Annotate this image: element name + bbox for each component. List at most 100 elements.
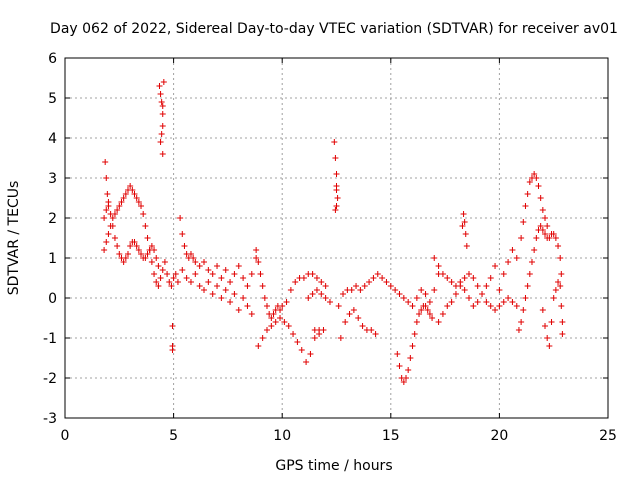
data-point [418,307,425,313]
data-point [111,235,118,241]
y-axis-ticks: 6 5 4 3 2 1 0 -1 -2 -3 [43,51,608,427]
data-point [164,271,171,277]
data-point [133,243,140,249]
data-point [552,235,559,241]
data-point [422,291,429,297]
data-point [487,275,494,281]
data-point [400,379,407,385]
data-point [348,287,355,293]
data-point [118,199,125,205]
data-point [496,287,503,293]
data-point [151,247,158,253]
data-point [303,359,310,365]
data-point [537,223,544,229]
data-point [555,279,562,285]
data-point [515,327,522,333]
data-point [209,271,216,277]
data-point [283,299,290,305]
data-point [268,323,275,329]
data-point [196,263,203,269]
data-point [557,283,564,289]
data-point [142,223,149,229]
data-point [179,231,186,237]
data-point [127,243,134,249]
data-point [439,311,446,317]
data-point [505,259,512,265]
data-point [463,243,470,249]
data-point [359,323,366,329]
data-point [372,331,379,337]
data-point [279,303,286,309]
data-point [231,271,238,277]
data-point [465,295,472,301]
data-point [350,307,357,313]
y-tick-label: -3 [43,411,57,427]
data-point [318,279,325,285]
data-point [531,171,538,177]
data-point [539,207,546,213]
data-point [192,259,199,265]
data-point [240,295,247,301]
data-point [522,203,529,209]
data-point [190,255,197,261]
data-point [322,283,329,289]
data-point [370,275,377,281]
data-point [439,271,446,277]
data-point [174,279,181,285]
data-point [313,275,320,281]
data-point [318,291,325,297]
data-point [159,123,166,129]
data-point [122,191,129,197]
data-point [235,307,242,313]
data-point [513,255,520,261]
data-point [483,283,490,289]
data-point [105,199,112,205]
data-point [244,303,251,309]
data-point [209,291,216,297]
data-point [361,283,368,289]
data-point [114,207,121,213]
data-point [157,139,164,145]
data-point [462,231,469,237]
data-point [259,335,266,341]
data-point [151,271,158,277]
data-point [166,279,173,285]
data-point [218,295,225,301]
data-point [135,199,142,205]
data-point [470,303,477,309]
y-tick-label: 4 [48,131,57,147]
data-point [332,155,339,161]
data-point [201,287,208,293]
data-point [542,215,549,221]
y-tick-label: 2 [48,211,57,227]
data-point [333,203,340,209]
data-point [448,299,455,305]
data-point [500,271,507,277]
data-point [294,339,301,345]
data-point [379,275,386,281]
data-point [218,275,225,281]
data-point [138,203,145,209]
y-tick-label: -2 [43,371,57,387]
data-point [105,231,112,237]
data-point [531,247,538,253]
data-point [542,323,549,329]
data-point [313,287,320,293]
data-point [461,287,468,293]
data-point [405,367,412,373]
data-point [407,355,414,361]
data-point [520,307,527,313]
data-point [179,267,186,273]
data-point [255,343,262,349]
data-point [187,279,194,285]
data-point [222,267,229,273]
data-point [268,315,275,321]
data-point [357,287,364,293]
data-point [114,243,121,249]
data-point [158,99,165,105]
x-tick-label: 0 [61,428,70,444]
data-point [205,279,212,285]
data-point [416,311,423,317]
data-point [394,351,401,357]
